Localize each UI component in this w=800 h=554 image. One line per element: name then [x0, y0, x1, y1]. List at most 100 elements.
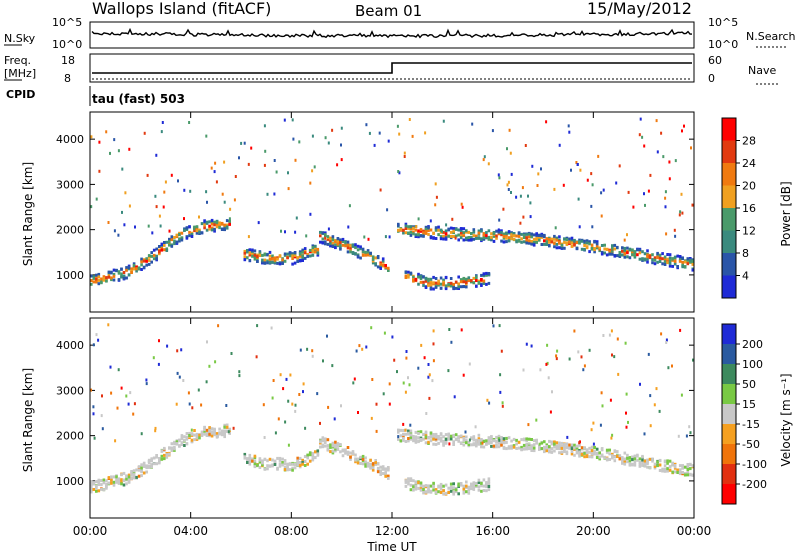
echo-cell — [613, 455, 617, 459]
echo-cell — [449, 234, 453, 238]
echo-cell — [356, 254, 360, 258]
echo-cell — [308, 451, 312, 455]
echo-cell — [158, 252, 161, 256]
echo-cell — [444, 441, 448, 444]
echo-cell — [306, 347, 309, 351]
echo-cell — [498, 176, 501, 180]
echo-cell — [671, 257, 674, 261]
echo-cell — [590, 445, 594, 449]
echo-cell — [263, 261, 267, 265]
echo-cell — [346, 243, 350, 247]
echo-cell — [661, 469, 664, 473]
echo-cell — [539, 368, 542, 372]
echo-cell — [471, 122, 474, 126]
echo-cell — [600, 447, 604, 451]
echo-cell — [276, 261, 279, 265]
echo-cell — [460, 328, 463, 332]
echo-cell — [366, 249, 370, 253]
echo-cell — [595, 244, 599, 248]
echo-cell — [135, 475, 138, 479]
echo-cell — [127, 402, 130, 406]
echo-cell — [127, 273, 131, 277]
echo-cell — [437, 437, 440, 441]
echo-cell — [286, 252, 289, 256]
echo-cell — [311, 354, 314, 358]
echo-cell — [452, 229, 455, 233]
echo-cell — [465, 439, 468, 443]
echo-cell — [243, 251, 247, 255]
echo-cell — [482, 282, 486, 285]
echo-cell — [294, 230, 297, 234]
echo-cell — [289, 373, 292, 377]
echo-cell — [303, 251, 307, 255]
echo-cell — [427, 436, 430, 439]
echo-cell — [190, 438, 194, 442]
echo-cell — [412, 488, 415, 492]
echo-cell — [298, 254, 302, 258]
echo-cell — [575, 446, 579, 450]
echo-cell — [140, 260, 143, 264]
echo-cell — [522, 368, 525, 372]
noise-right-tick-top: 10^5 — [708, 16, 738, 29]
echo-cell — [470, 232, 473, 235]
velocity-panel: Slant Range [km] 1000 2000 3000 4000 200… — [21, 317, 793, 519]
echo-cell — [228, 427, 231, 431]
echo-cell — [558, 446, 561, 449]
echo-cell — [447, 437, 450, 441]
echo-cell — [193, 227, 196, 231]
echo-cell — [618, 454, 622, 458]
echo-cell — [603, 251, 606, 255]
echo-cell — [97, 483, 101, 486]
echo-cell — [90, 487, 93, 491]
echo-cell — [502, 240, 506, 244]
echo-cell — [583, 451, 586, 455]
echo-cell — [404, 222, 408, 226]
echo-cell — [485, 236, 488, 240]
echo-cell — [434, 490, 438, 494]
echo-cell — [593, 240, 596, 244]
echo-cell — [688, 425, 691, 429]
echo-cell — [449, 281, 453, 285]
echo-cell — [598, 246, 601, 250]
power-cbar-tick-16: 16 — [742, 202, 756, 215]
echo-cell — [155, 254, 158, 258]
echo-cell — [258, 458, 262, 462]
echo-cell — [422, 491, 425, 495]
echo-cell — [429, 435, 433, 439]
echo-cell — [195, 432, 199, 436]
echo-cell — [578, 450, 581, 454]
echo-cell — [563, 449, 566, 453]
colorbar-segment — [722, 344, 736, 365]
echo-cell — [112, 272, 116, 276]
echo-cell — [556, 349, 559, 353]
echo-cell — [356, 248, 360, 252]
echo-cell — [203, 226, 206, 230]
echo-cell — [691, 203, 694, 207]
echo-cell — [308, 248, 312, 252]
echo-cell — [527, 239, 531, 243]
nave-label: Nave — [748, 64, 776, 77]
echo-cell — [405, 350, 408, 353]
echo-cell — [425, 412, 428, 415]
echo-cell — [578, 238, 581, 242]
echo-cell — [636, 454, 639, 458]
echo-cell — [575, 444, 579, 448]
echo-cell — [329, 443, 332, 447]
echo-cell — [480, 278, 483, 282]
echo-cell — [427, 226, 430, 230]
echo-cell — [663, 263, 667, 266]
echo-cell — [92, 280, 96, 284]
echo-cell — [457, 233, 460, 237]
echo-cell — [331, 242, 335, 246]
echo-cell — [664, 190, 667, 194]
echo-cell — [351, 452, 355, 456]
echo-cell — [600, 244, 604, 247]
echo-cell — [487, 488, 491, 492]
echo-cell — [120, 480, 123, 484]
echo-cell — [618, 253, 622, 257]
echo-cell — [402, 422, 405, 426]
echo-cell — [102, 481, 106, 485]
echo-cell — [408, 118, 411, 121]
echo-cell — [543, 234, 546, 238]
echo-cell — [442, 280, 445, 284]
